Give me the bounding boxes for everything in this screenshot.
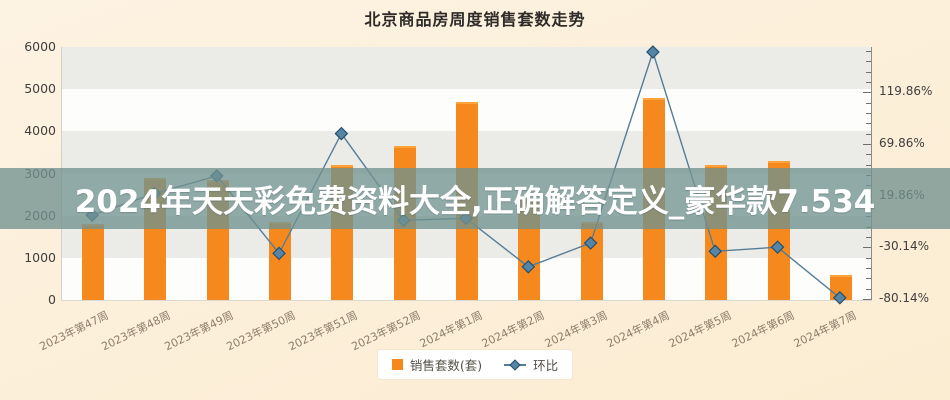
right-axis-tick (866, 133, 871, 135)
chart-title: 北京商品房周度销售套数走势 (364, 10, 586, 29)
right-axis-tick (863, 92, 871, 94)
legend-ratio-label: 环比 (533, 358, 559, 373)
right-axis-tick (866, 236, 871, 238)
right-axis-label: 119.86% (879, 84, 933, 99)
x-axis-label: 2024年第2周 (480, 308, 547, 351)
right-axis-tick (866, 82, 871, 84)
legend-sales-label: 销售套数(套) (409, 358, 483, 373)
left-axis-label: 0 (48, 292, 56, 307)
left-axis-label: 4000 (24, 123, 56, 139)
right-axis-tick (866, 257, 871, 259)
right-axis-tick (866, 288, 871, 290)
legend: 销售套数(套) 环比 (0, 350, 950, 379)
x-axis-label: 2023年第52周 (349, 308, 423, 354)
x-axis-label: 2023年第51周 (286, 308, 360, 354)
bar-series-swatch-icon (391, 359, 403, 370)
right-axis-tick (863, 144, 871, 146)
x-axis-label: 2023年第50周 (224, 308, 298, 354)
watermark-banner-text: 2024年天天彩免费资料大全,正确解答定义_豪华款7.534 (74, 184, 876, 220)
watermark-banner[interactable]: 2024年天天彩免费资料大全,正确解答定义_豪华款7.534 (0, 168, 950, 229)
right-axis-tick (866, 278, 871, 280)
left-axis-label: 6000 (24, 39, 56, 54)
right-axis-tick (863, 298, 871, 300)
right-axis-tick (866, 267, 871, 269)
right-axis-tick (866, 113, 871, 115)
right-axis-label: 69.86% (879, 136, 925, 151)
right-axis-tick (863, 247, 871, 249)
right-axis-tick (866, 154, 871, 156)
x-axis-label: 2023年第48周 (99, 308, 174, 354)
x-axis-label: 2023年第47周 (37, 308, 111, 354)
grid-band (62, 47, 872, 90)
line-series-marker-icon (504, 358, 527, 371)
legend-item-sales[interactable]: 销售套数(套) (391, 355, 483, 374)
sales-bar[interactable] (580, 221, 603, 300)
right-axis-tick (866, 102, 871, 104)
legend-box: 销售套数(套) 环比 (377, 350, 573, 379)
right-axis-tick (866, 61, 871, 63)
x-axis-label: 2024年第3周 (542, 308, 610, 351)
x-axis-label: 2024年第5周 (666, 308, 734, 351)
sales-bar[interactable] (269, 221, 292, 300)
left-axis-label: 5000 (24, 81, 56, 97)
right-axis-label: -30.14% (879, 239, 930, 254)
right-axis-label: -80.14% (879, 290, 930, 305)
right-axis-tick (866, 123, 871, 125)
left-axis-label: 1000 (24, 249, 56, 265)
right-axis-tick (866, 51, 871, 53)
x-axis-label: 2023年第49周 (162, 308, 236, 354)
sales-bar[interactable] (829, 274, 852, 300)
x-axis-label: 2024年第7周 (791, 308, 859, 351)
x-axis-label: 2024年第6周 (729, 308, 797, 351)
legend-item-ratio[interactable]: 环比 (504, 355, 558, 374)
right-axis-tick (866, 164, 871, 166)
x-axis-label: 2024年第4周 (604, 308, 672, 351)
right-axis-tick (866, 71, 871, 73)
x-axis-label: 2024年第1周 (417, 308, 485, 351)
sales-bar[interactable] (82, 224, 105, 300)
